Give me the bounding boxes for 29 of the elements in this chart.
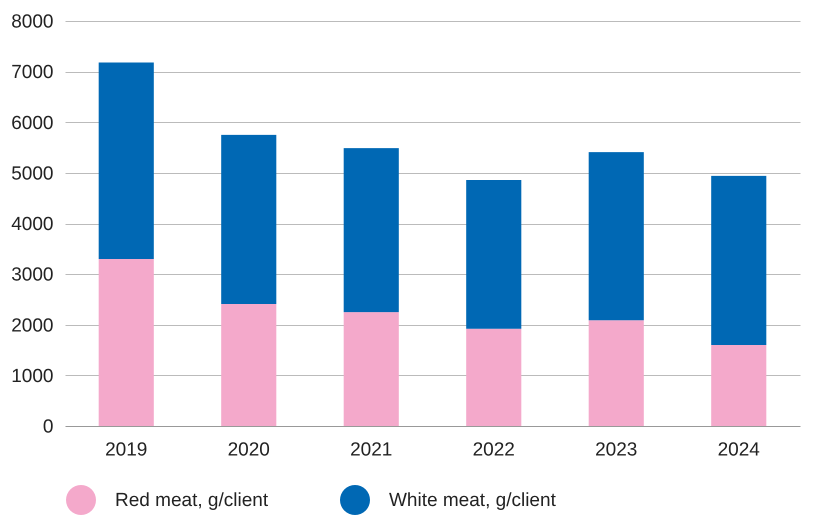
legend-label: Red meat, g/client xyxy=(115,490,269,511)
bar xyxy=(466,180,522,329)
y-tick-label: 4000 xyxy=(11,214,54,235)
bar xyxy=(711,345,766,426)
x-tick-label: 2019 xyxy=(105,440,148,460)
y-tick-label: 0 xyxy=(42,416,54,438)
x-tick-label: 2024 xyxy=(718,440,760,460)
y-tick-label: 7000 xyxy=(11,62,54,84)
y-tick-label: 3000 xyxy=(11,264,54,286)
x-tick-label: 2022 xyxy=(472,440,515,460)
x-tick-label: 2023 xyxy=(595,440,638,460)
bar xyxy=(221,134,276,304)
y-tick-label: 5000 xyxy=(11,163,54,184)
legend-label: White meat, g/client xyxy=(389,490,557,511)
y-tick-label: 1000 xyxy=(11,366,54,387)
y-tick-label: 8000 xyxy=(11,12,54,32)
bar xyxy=(221,304,276,426)
bar xyxy=(588,320,644,426)
y-tick-label: 2000 xyxy=(11,315,54,336)
bar xyxy=(344,148,399,312)
y-tick-label: 6000 xyxy=(11,112,54,134)
x-tick-label: 2021 xyxy=(350,440,392,460)
bar xyxy=(588,152,644,320)
bar xyxy=(98,62,154,259)
bar xyxy=(711,176,766,345)
x-tick-label: 2020 xyxy=(228,440,270,460)
bar xyxy=(98,258,154,426)
bar xyxy=(344,312,399,426)
bar xyxy=(466,328,522,426)
